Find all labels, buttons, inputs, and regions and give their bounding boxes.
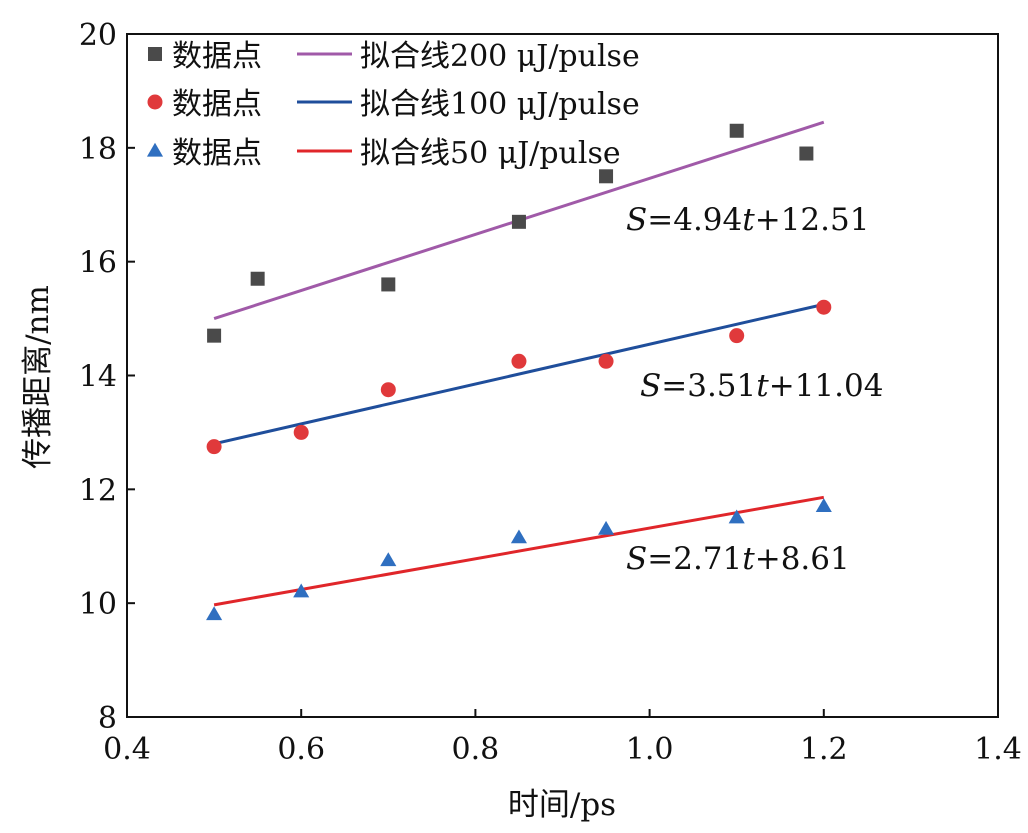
fit-line-2 — [213, 495, 825, 607]
data-point-triangle — [380, 552, 397, 567]
fit-equations: S=4.94t+12.51 S=3.51t+11.04 S=2.71t+8.61 — [626, 202, 883, 577]
data-point-triangle — [598, 520, 615, 535]
data-point-square — [729, 123, 744, 138]
fit-equation-2: S=2.71t+8.61 — [626, 541, 850, 577]
data-point-circle — [816, 299, 832, 315]
data-point-square — [599, 169, 614, 184]
x-tick-label: 1.4 — [974, 732, 1022, 767]
data-point-circle — [293, 424, 309, 440]
data-point-triangle — [815, 498, 832, 512]
data-point-circle — [598, 353, 614, 369]
y-tick-label: 14 — [79, 360, 117, 395]
data-point-triangle — [510, 529, 527, 544]
legend-label-fit: 拟合线100 μJ/pulse — [360, 87, 640, 122]
y-tick-label: 10 — [79, 587, 117, 622]
legend-label-points: 数据点 — [172, 87, 262, 122]
data-point-circle — [729, 328, 745, 344]
x-axis-title: 时间/ps — [508, 787, 616, 823]
data-point-circle — [206, 439, 222, 455]
legend-marker-triangle — [146, 142, 164, 157]
data-point-square — [207, 328, 222, 343]
y-tick-label: 12 — [79, 473, 117, 508]
x-tick-label: 0.6 — [277, 732, 325, 767]
y-axis-ticks: 8 10 12 14 16 18 20 — [79, 18, 135, 736]
legend-marker-square — [148, 47, 162, 61]
legend-label-fit: 拟合线200 μJ/pulse — [360, 39, 640, 74]
data-point-triangle — [293, 583, 310, 598]
legend-marker-circle — [147, 94, 163, 110]
legend-label-points: 数据点 — [172, 39, 262, 74]
x-tick-label: 0.8 — [452, 732, 500, 767]
fit-equation-0: S=4.94t+12.51 — [626, 202, 869, 238]
data-point-circle — [380, 382, 396, 398]
fit-equation-1: S=3.51t+11.04 — [640, 368, 883, 404]
fit-line-1 — [213, 302, 825, 446]
y-tick-label: 8 — [98, 701, 117, 736]
data-point-circle — [511, 353, 527, 369]
y-tick-label: 18 — [79, 132, 117, 167]
legend-label-points: 数据点 — [172, 136, 262, 171]
y-tick-label: 16 — [79, 246, 117, 281]
x-axis-ticks: 0.4 0.6 0.8 1.0 1.2 1.4 — [103, 709, 1022, 767]
x-tick-label: 1.0 — [626, 732, 674, 767]
data-point-square — [511, 214, 526, 229]
data-point-square — [250, 271, 265, 286]
data-point-square — [381, 277, 396, 292]
x-tick-label: 1.2 — [800, 732, 848, 767]
data-point-triangle — [206, 606, 223, 621]
data-markers — [206, 123, 832, 621]
y-axis-title: 传播距离/nm — [20, 285, 56, 469]
legend-label-fit: 拟合线50 μJ/pulse — [360, 136, 621, 171]
data-point-square — [799, 146, 814, 161]
x-tick-label: 0.4 — [103, 732, 151, 767]
y-tick-label: 20 — [79, 18, 117, 53]
data-point-triangle — [728, 509, 745, 524]
